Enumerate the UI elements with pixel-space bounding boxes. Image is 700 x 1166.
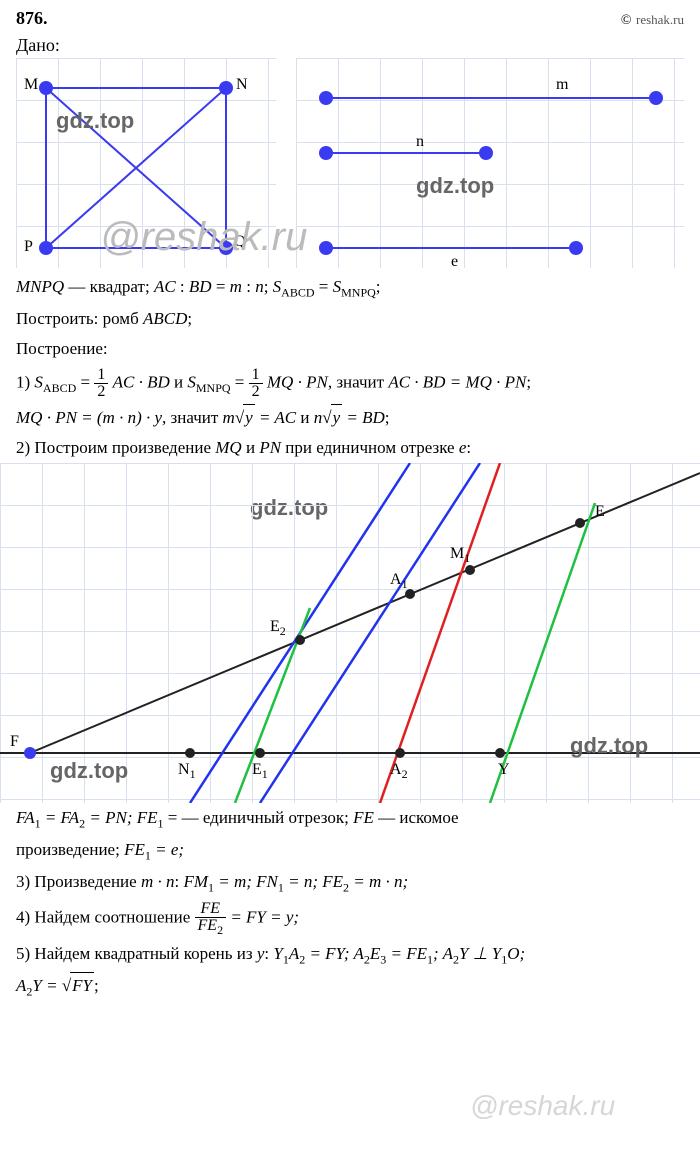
- math-line-12: A2Y = √FY;: [0, 970, 700, 1003]
- pt-E2: E2: [270, 618, 286, 639]
- math-line-8: произведение; FE1 = e;: [0, 835, 700, 867]
- math-line-9: 3) Произведение m · n: FM1 = m; FN1 = n;…: [0, 867, 700, 899]
- pt-Y: Y: [498, 761, 510, 779]
- segment-e-label: e: [451, 253, 458, 271]
- copyright-symbol: ©: [621, 13, 632, 28]
- watermark-reshak-2: @reshak.ru: [470, 1090, 615, 1122]
- site-name: reshak.ru: [636, 12, 684, 27]
- problem-number: 876.: [16, 8, 48, 29]
- pt-F: F: [10, 733, 19, 751]
- site-attribution: © reshak.ru: [621, 8, 684, 29]
- math-line-1: MNPQ — квадрат; AC : BD = m : n; SABCD =…: [0, 272, 700, 304]
- math-line-4: 1) SABCD = 12 AC · BD и SMNPQ = 12 MQ · …: [0, 365, 700, 402]
- vertex-Q: Q: [234, 233, 246, 251]
- math-line-3: Построение:: [0, 334, 700, 364]
- pt-A2: A2: [390, 761, 408, 782]
- pt-E: E: [595, 503, 605, 521]
- segments-figure: m n e gdz.top: [296, 58, 684, 268]
- segment-n-label: n: [416, 133, 424, 151]
- segment-m-label: m: [556, 76, 568, 94]
- page-header: 876. © reshak.ru: [0, 0, 700, 33]
- math-line-11: 5) Найдем квадратный корень из y: Y1A2 =…: [0, 939, 700, 971]
- math-line-5: MQ · PN = (m · n) · y, значит m√y = AC и…: [0, 402, 700, 433]
- math-line-7: FA1 = FA2 = PN; FE1 = — единичный отрезо…: [0, 803, 700, 835]
- vertex-M: M: [24, 76, 38, 94]
- pt-A1: A1: [390, 571, 408, 592]
- square-figure: M N P Q gdz.top: [16, 58, 276, 268]
- math-line-2: Построить: ромб ABCD;: [0, 304, 700, 334]
- given-label: Дано:: [0, 33, 700, 58]
- math-line-6: 2) Построим произведение MQ и PN при еди…: [0, 433, 700, 463]
- vertex-N: N: [236, 76, 248, 94]
- pt-N1: N1: [178, 761, 196, 782]
- construction-figure: F N1 E1 A2 Y E2 A1 M1 E gdz.top gdz.top: [0, 463, 700, 803]
- pt-E1: E1: [252, 761, 268, 782]
- math-line-10: 4) Найдем соотношение FEFE2 = FY = y;: [0, 899, 700, 938]
- pt-M1: M1: [450, 545, 470, 566]
- figure-row: M N P Q gdz.top m n e gdz.top: [0, 58, 700, 268]
- vertex-P: P: [24, 238, 33, 256]
